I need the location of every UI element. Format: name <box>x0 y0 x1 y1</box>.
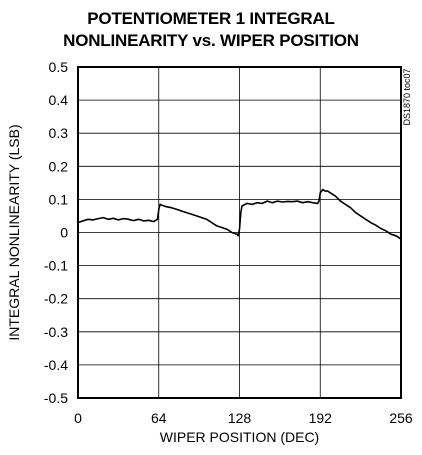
x-tick-label: 192 <box>309 410 333 426</box>
y-tick-label: 0.3 <box>49 125 69 141</box>
y-tick-label: 0 <box>60 225 68 241</box>
y-tick-label: -0.2 <box>44 291 68 307</box>
x-tick-label: 0 <box>74 410 82 426</box>
x-tick-label: 256 <box>389 410 413 426</box>
y-tick-label: 0.1 <box>49 191 69 207</box>
x-tick-label: 128 <box>228 410 252 426</box>
tick-labels: 0.5 0.4 0.3 0.2 0.1 0 -0.1 -0.2 -0.3 -0.4 -0.5 0 64 1… <box>44 59 413 426</box>
chart-title-line-1: POTENTIOMETER 1 INTEGRAL <box>87 9 335 28</box>
series-line <box>77 188 402 240</box>
y-tick-label: -0.5 <box>44 390 68 406</box>
y-tick-label: -0.1 <box>44 258 68 274</box>
y-tick-label: 0.5 <box>49 59 69 75</box>
plot-frame <box>77 66 402 399</box>
y-tick-label: 0.2 <box>49 158 69 174</box>
x-tick-label: 64 <box>151 410 167 426</box>
y-axis-label: INTEGRAL NONLINEARITY (LSB) <box>6 124 22 340</box>
y-tick-label: -0.3 <box>44 324 68 340</box>
figure-code-note: DS1870 toc07 <box>402 68 412 125</box>
chart-title-line-2: NONLINEARITY vs. WIPER POSITION <box>63 31 359 50</box>
x-axis-label: WIPER POSITION (DEC) <box>160 429 319 445</box>
y-tick-label: -0.4 <box>44 357 68 373</box>
y-tick-label: 0.4 <box>49 92 69 108</box>
